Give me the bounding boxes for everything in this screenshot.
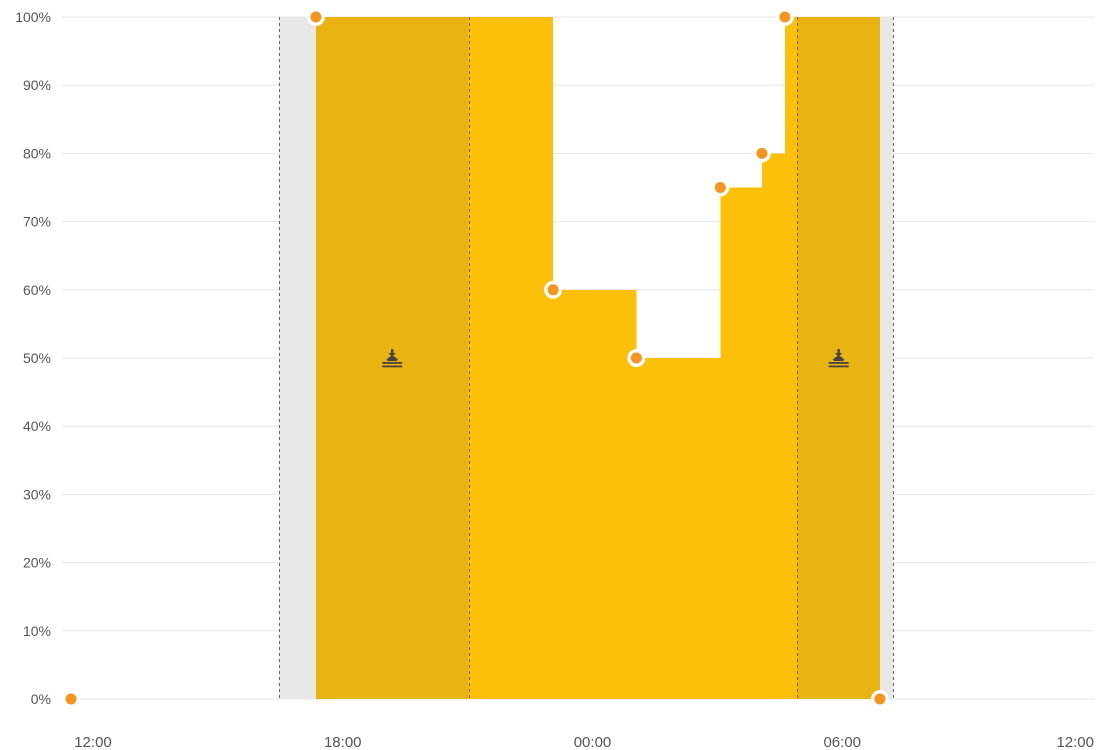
y-tick-label: 30%	[23, 486, 51, 502]
schedule-point[interactable]	[62, 690, 80, 708]
schedule-point[interactable]	[306, 8, 325, 26]
schedule-point[interactable]	[870, 690, 889, 708]
schedule-point[interactable]	[711, 178, 730, 197]
x-tick-label: 00:00	[574, 734, 612, 750]
x-axis-ticks: 12:00 18:00 00:00 06:00 12:00	[74, 734, 1094, 750]
schedule-point[interactable]	[544, 280, 563, 299]
schedule-point[interactable]	[627, 349, 646, 367]
y-tick-label: 90%	[23, 77, 51, 93]
schedule-point[interactable]	[775, 8, 794, 26]
sunrise-icon	[828, 349, 849, 368]
y-tick-label: 60%	[23, 282, 51, 298]
sunset-icon	[382, 349, 403, 368]
y-tick-label: 40%	[23, 418, 51, 434]
icon-layer	[382, 349, 849, 368]
x-tick-label: 12:00	[1056, 734, 1094, 750]
y-axis-ticks: 0% 10% 20% 30% 40% 50% 60% 70% 80% 90% 100%	[15, 9, 51, 707]
y-tick-label: 70%	[23, 214, 51, 230]
x-tick-label: 12:00	[74, 734, 112, 750]
y-tick-label: 80%	[23, 145, 51, 161]
y-tick-label: 100%	[15, 9, 51, 25]
y-tick-label: 50%	[23, 350, 51, 366]
x-tick-label: 18:00	[324, 734, 362, 750]
y-tick-label: 10%	[23, 623, 51, 639]
x-tick-label: 06:00	[823, 734, 861, 750]
schedule-point[interactable]	[752, 144, 771, 163]
y-tick-label: 20%	[23, 555, 51, 571]
point-layer[interactable]	[62, 8, 889, 708]
y-tick-label: 0%	[31, 691, 51, 707]
